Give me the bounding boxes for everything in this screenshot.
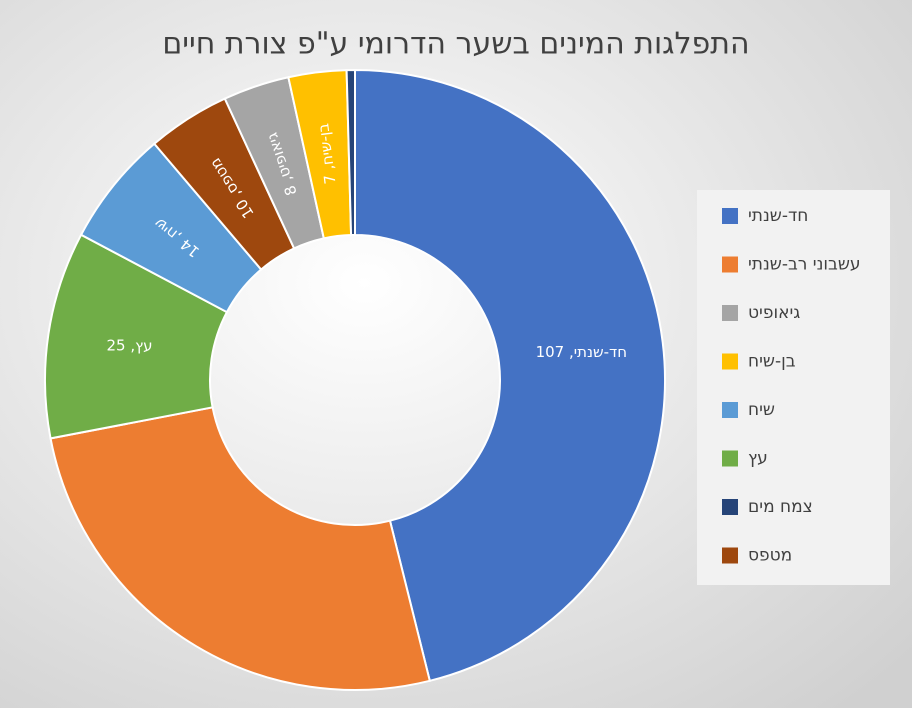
- legend-box: [697, 190, 890, 585]
- legend-label: צמח מים: [748, 497, 813, 517]
- legend-label: עץ: [748, 449, 768, 469]
- legend-swatch: [722, 256, 738, 273]
- legend-label: גיאופיט: [748, 303, 800, 323]
- data-label: עץ, 25: [106, 337, 152, 355]
- donut-slice: [49, 406, 432, 691]
- legend-swatch: [722, 402, 738, 418]
- legend-swatch: [722, 450, 738, 467]
- legend-label: עשבוני רב-שנתי: [748, 255, 861, 275]
- legend-label: מטפס: [748, 546, 792, 566]
- donut-slice: [345, 68, 356, 237]
- donut-slice: [354, 68, 666, 683]
- legend-swatch: [722, 499, 738, 515]
- data-label: חד-שנתי, 107: [536, 343, 627, 361]
- legend-swatch: [722, 547, 738, 564]
- legend-swatch: [722, 353, 738, 370]
- legend-label: שיח: [748, 400, 775, 420]
- donut-slice: [44, 233, 229, 440]
- chart-title: התפלגות המינים בשער הדרומי ע"פ צורת חיים: [162, 27, 749, 62]
- legend-label: בן-שיח: [748, 352, 796, 372]
- legend-swatch: [722, 208, 738, 224]
- legend-swatch: [722, 305, 738, 321]
- legend-label: חד-שנתי: [748, 206, 808, 226]
